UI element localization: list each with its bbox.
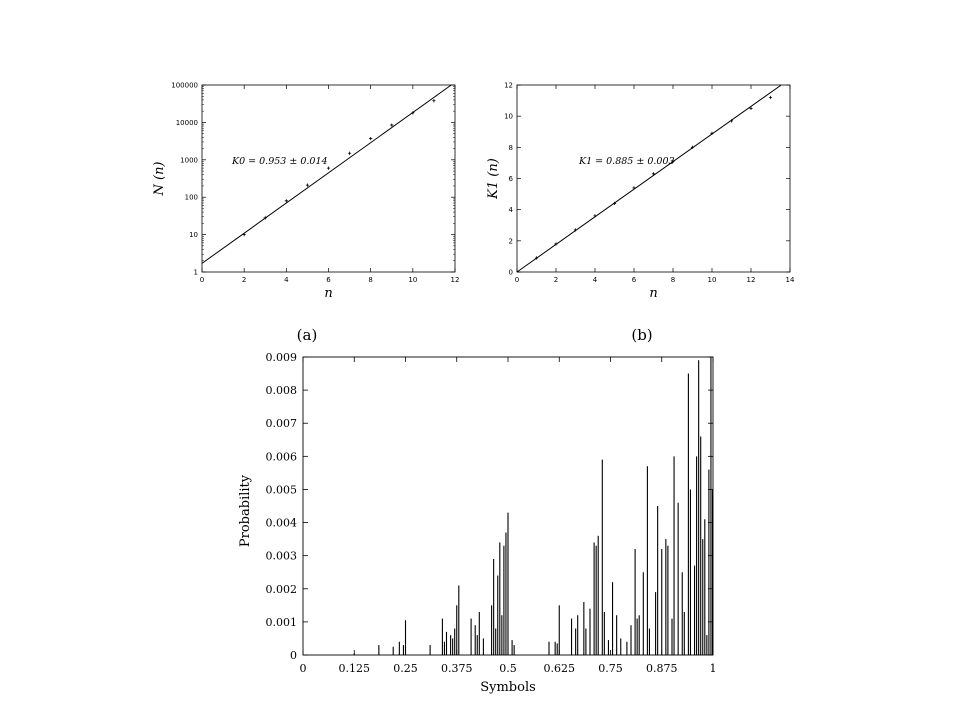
fit-annotation: K1 = 0.885 ± 0.003 [578,156,675,167]
y-tick-label: 0.002 [266,583,298,596]
data-point [432,99,436,103]
x-tick-label: 4 [284,276,289,284]
x-tick-label: 10 [708,276,717,284]
x-tick-label: 6 [326,276,331,284]
x-tick-label: 0.375 [441,662,473,675]
x-tick-label: 14 [786,276,795,284]
x-tick-label: 0.25 [393,662,418,675]
x-tick-label: 10 [408,276,417,284]
data-point [593,214,597,218]
data-point [411,111,415,115]
y-tick-label: 0.008 [266,384,298,397]
data-point [749,106,753,110]
chart-b: 0 2 4 6 8 10 12 14 0 2 4 6 8 10 12 K1 = 0.885 ± 0.003 n K… [486,82,795,345]
data-point [554,242,558,246]
fit-line [201,84,452,264]
data-point [242,233,246,237]
x-tick-label: 0.625 [544,662,576,675]
y-axis-label: N (n) [152,161,167,196]
y-tick-label: 0.004 [266,517,298,530]
y-tick-label: 0.003 [266,550,298,563]
fit-line [516,84,782,273]
x-axis-label: n [324,286,332,301]
x-tick-label: 12 [747,276,756,284]
y-tick-label: 1000 [180,156,198,164]
y-tick-label: 0 [290,649,297,662]
y-tick-label: 0.009 [266,351,298,364]
y-tick-label: 0.006 [266,450,298,463]
data-point [347,151,352,155]
data-point [263,216,267,220]
x-tick-label: 0 [515,276,519,284]
plot-frame [516,84,791,273]
data-point [573,228,578,232]
x-tick-label: 0 [300,662,307,675]
fit-annotation: K0 = 0.953 ± 0.014 [231,156,328,167]
x-tick-label: 2 [554,276,558,284]
data-point [671,159,675,163]
y-tick-label: 0.005 [266,483,298,496]
y-tick-label: 12 [504,82,513,90]
x-tick-label: 4 [593,276,598,284]
y-tick-label: 10 [189,231,198,239]
panel-label: (a) [297,326,318,344]
y-tick-label: 8 [509,144,513,152]
data-point [710,131,714,135]
data-point [612,201,617,206]
data-point [632,186,636,190]
data-point [690,145,695,149]
y-axis-label: K1 (n) [486,158,501,200]
data-point [369,136,373,141]
x-axis-label: n [649,286,657,301]
y-tick-label: 0.007 [266,417,298,430]
data-point [305,183,310,187]
y-tick-label: 100 [185,194,198,202]
x-tick-label: 2 [242,276,246,284]
chart-c: 0 0.125 0.25 0.375 0.5 0.625 0.75 0.875 1 0 0.001 0… [238,351,717,695]
y-tick-label: 6 [509,175,514,183]
x-tick-label: 8 [368,276,372,284]
y-tick-label: 0.001 [266,616,298,629]
y-tick-label: 100000 [171,82,198,90]
y-tick-label: 1 [194,269,198,277]
data-point [326,166,331,170]
data-point [390,123,394,127]
y-tick-label: 4 [509,206,514,214]
x-axis-label: Symbols [480,680,536,695]
y-tick-label: 10 [504,113,513,121]
y-axis-label: Probability [238,474,253,547]
x-tick-label: 8 [671,276,675,284]
x-tick-label: 12 [451,276,460,284]
data-point [768,95,773,100]
y-tick-label: 2 [509,237,513,245]
x-tick-label: 0.125 [339,662,371,675]
data-point [284,199,288,203]
data-point [534,256,539,260]
data-point [651,172,656,176]
x-tick-label: 0 [200,276,204,284]
data-point [729,119,734,123]
x-tick-label: 0.5 [499,662,517,675]
y-tick-label: 10000 [176,119,198,127]
plot-frame [201,84,456,273]
x-tick-label: 0.75 [598,662,623,675]
x-tick-label: 1 [710,662,717,675]
panel-label: (b) [631,326,652,344]
chart-a: 0 2 4 6 8 10 12 1 10 100 1000 10000 100000 K0 = 0.953… [152,82,459,345]
x-tick-label: 6 [632,276,637,284]
y-tick-label: 0 [509,269,513,277]
x-tick-label: 0.875 [646,662,678,675]
